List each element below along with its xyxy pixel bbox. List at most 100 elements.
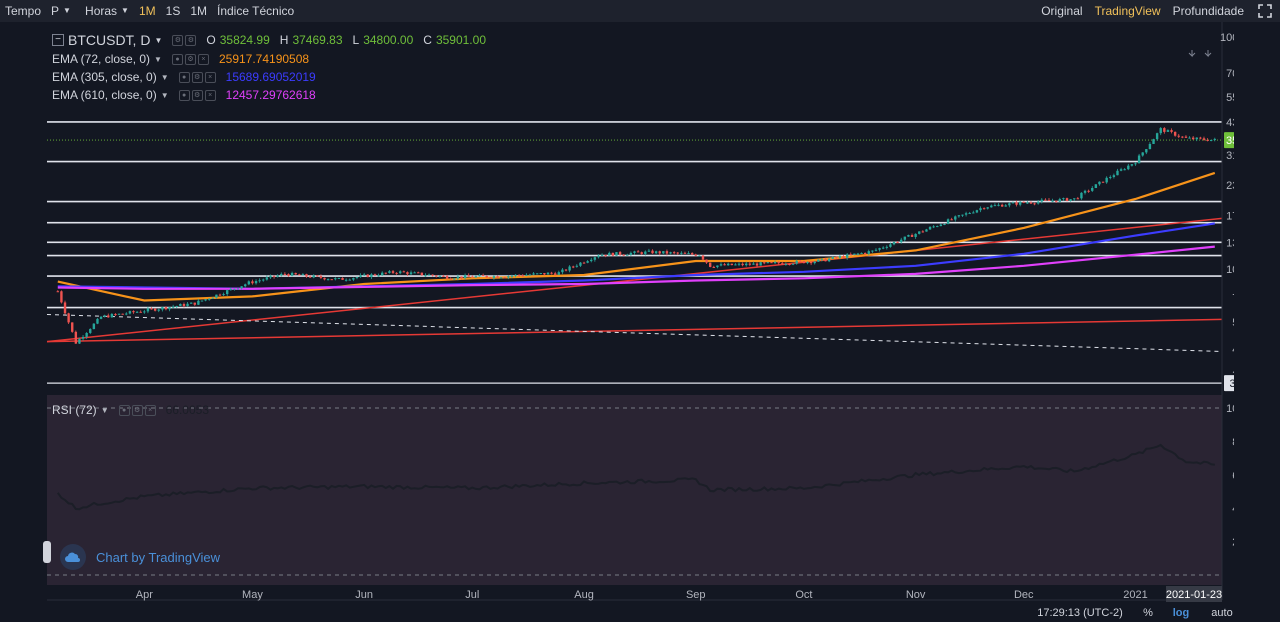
candle-body xyxy=(186,303,189,307)
close-icon[interactable]: × xyxy=(197,53,209,65)
view-original-button[interactable]: Original xyxy=(1041,4,1083,18)
candle-body xyxy=(763,262,766,264)
settings-icon[interactable]: ⚙ xyxy=(172,34,184,46)
rsi-label[interactable]: RSI (72) xyxy=(52,403,97,417)
candle-body xyxy=(990,205,993,208)
gear-icon[interactable]: ⚙ xyxy=(191,89,203,101)
price-chart[interactable]: 100000.00 70000.00 55000.00 43000.00 31000.0… xyxy=(0,22,1234,622)
candle-body xyxy=(290,272,294,276)
candle-body xyxy=(600,254,604,256)
close-icon[interactable]: × xyxy=(204,89,216,101)
candle-body xyxy=(164,307,168,310)
eye-icon[interactable]: ● xyxy=(118,404,130,416)
price-tick-label: 7500.00 xyxy=(1232,293,1234,305)
rsi-line[interactable] xyxy=(56,443,1215,511)
candle-body xyxy=(171,306,175,308)
candle-body xyxy=(1112,175,1116,178)
legend-buttons: ● ⚙ × xyxy=(171,53,209,65)
candle-body xyxy=(979,208,982,211)
period-select[interactable]: P ▼ xyxy=(46,0,80,22)
time-tick-label: Nov xyxy=(906,589,926,601)
hours-select[interactable]: Horas ▼ xyxy=(80,0,134,22)
view-tradingview-button[interactable]: TradingView xyxy=(1094,4,1161,18)
price-tick-label: 100000.00 xyxy=(1220,32,1234,44)
candle-body xyxy=(161,307,164,310)
candle-body xyxy=(590,259,593,262)
download-icon[interactable] xyxy=(1188,50,1196,58)
candle-body xyxy=(727,263,730,266)
candle-body xyxy=(218,294,222,296)
chevron-down-icon[interactable]: ▼ xyxy=(100,405,109,415)
candle-body xyxy=(741,263,744,266)
symbol-name[interactable]: BTCUSDT, D xyxy=(68,32,151,48)
close-icon[interactable]: × xyxy=(144,404,156,416)
candle-body xyxy=(355,277,359,279)
candle-body xyxy=(103,315,106,317)
candle-body xyxy=(276,275,279,277)
interval-1s-button[interactable]: 1S xyxy=(165,4,181,18)
candle-body xyxy=(1051,200,1054,202)
eye-icon[interactable]: ● xyxy=(171,53,183,65)
candle-body xyxy=(1199,137,1202,139)
chevron-down-icon[interactable]: ▼ xyxy=(154,54,162,64)
technical-index-button[interactable]: Índice Técnico xyxy=(217,4,295,18)
chevron-down-icon: ▼ xyxy=(63,6,71,15)
top-toolbar: Tempo P ▼ Horas ▼ 1M 1S 1M Índice Técnic… xyxy=(0,0,1280,22)
candle-body xyxy=(1170,130,1173,132)
last-price-badge xyxy=(1224,132,1234,149)
candle-body xyxy=(1062,198,1065,200)
ema-label[interactable]: EMA (610, close, 0) xyxy=(52,88,157,102)
gear-icon[interactable]: ⚙ xyxy=(184,53,196,65)
candle-body xyxy=(1011,202,1015,204)
trend-line[interactable] xyxy=(46,318,1223,343)
log-scale-toggle[interactable]: log xyxy=(1173,607,1190,619)
candle-body xyxy=(881,247,885,249)
candle-body xyxy=(968,212,971,214)
clock-readout[interactable]: 17:29:13 (UTC-2) xyxy=(1037,607,1123,619)
candle-body xyxy=(399,271,402,274)
eye-icon[interactable]: ● xyxy=(178,71,190,83)
candle-body xyxy=(99,316,103,319)
auto-scale-toggle[interactable]: auto xyxy=(1211,607,1232,619)
candle-body xyxy=(460,276,463,279)
candle-body xyxy=(481,275,485,277)
dashed-trend-line[interactable] xyxy=(46,313,1223,352)
chevron-down-icon[interactable]: ▼ xyxy=(160,72,169,82)
ema-line[interactable] xyxy=(57,171,1216,302)
candle-body xyxy=(961,214,964,216)
candle-body xyxy=(384,272,388,274)
eye-icon[interactable]: ● xyxy=(178,89,190,101)
chevron-down-icon[interactable]: ▼ xyxy=(154,35,163,45)
fullscreen-icon[interactable] xyxy=(1250,0,1280,22)
candle-body xyxy=(925,229,928,232)
candle-body xyxy=(1213,138,1216,140)
collapse-icon[interactable]: − xyxy=(52,34,64,46)
ema-legend-row: EMA (610, close, 0) ▼ ● ⚙ × 12457.29762618 xyxy=(52,88,316,102)
candle-body xyxy=(982,208,986,210)
candle-body xyxy=(791,263,795,265)
ema-label[interactable]: EMA (72, close, 0) xyxy=(52,52,151,66)
gear-icon[interactable]: ⚙ xyxy=(191,71,203,83)
ema-legend-row: EMA (72, close, 0) ▼ ● ⚙ × 25917.74190508 xyxy=(52,52,309,66)
tradingview-watermark[interactable]: Chart by TradingView xyxy=(60,544,220,570)
download-icon[interactable] xyxy=(1204,50,1212,58)
rsi-tick-label: 60.0000 xyxy=(1232,470,1234,482)
gear-icon[interactable]: ⚙ xyxy=(185,34,197,46)
candle-body xyxy=(463,275,467,279)
interval-1m-button[interactable]: 1M xyxy=(138,4,156,18)
gear-icon[interactable]: ⚙ xyxy=(131,404,143,416)
ema-label[interactable]: EMA (305, close, 0) xyxy=(52,70,157,84)
chevron-down-icon[interactable]: ▼ xyxy=(160,90,169,100)
candle-body xyxy=(96,318,99,324)
candle-body xyxy=(806,261,809,264)
candle-body xyxy=(330,279,333,281)
candle-body xyxy=(950,219,953,221)
candle-body xyxy=(579,262,582,266)
close-icon[interactable]: × xyxy=(204,71,216,83)
pane-resize-handle[interactable] xyxy=(43,541,51,563)
interval-1month-button[interactable]: 1M xyxy=(190,4,207,18)
view-depth-button[interactable]: Profundidade xyxy=(1172,4,1244,18)
candle-body xyxy=(427,274,431,276)
percent-scale-toggle[interactable]: % xyxy=(1143,607,1153,619)
rsi-pane-background xyxy=(47,395,1222,585)
